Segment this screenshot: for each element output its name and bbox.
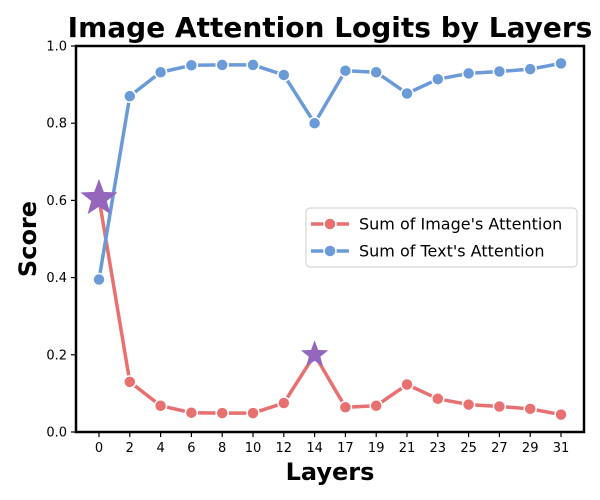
legend-label-sum-of-image-s-attention: Sum of Image's Attention [359, 215, 562, 234]
legend-marker-sum-of-text-s-attention [323, 244, 337, 258]
data-point-sum-of-text-s-attention [461, 66, 476, 81]
data-point-sum-of-image-s-attention [431, 392, 445, 406]
data-point-sum-of-text-s-attention [184, 58, 199, 73]
x-tick-label: 23 [430, 441, 447, 456]
data-point-sum-of-text-s-attention [554, 56, 568, 71]
legend-box [305, 207, 578, 268]
x-tick-label: 17 [337, 441, 354, 456]
y-tick-label: 0.6 [46, 194, 67, 209]
data-point-sum-of-image-s-attention [554, 407, 568, 422]
data-point-sum-of-text-s-attention [215, 58, 229, 72]
data-point-sum-of-text-s-attention [277, 68, 291, 82]
data-point-sum-of-text-s-attention [431, 72, 445, 86]
data-point-sum-of-image-s-attention [184, 405, 199, 420]
data-point-sum-of-text-s-attention [400, 86, 414, 101]
x-tick-label: 4 [156, 441, 164, 456]
data-point-sum-of-image-s-attention [246, 406, 260, 420]
chart-title: Image Attention Logits by Layers [68, 11, 593, 44]
data-point-sum-of-image-s-attention [153, 399, 168, 413]
x-tick-label: 2 [126, 441, 134, 456]
data-point-sum-of-text-s-attention [153, 65, 168, 79]
x-tick-label: 21 [399, 441, 416, 456]
data-point-sum-of-text-s-attention [338, 63, 353, 78]
data-point-sum-of-text-s-attention [307, 116, 322, 130]
x-tick-label: 10 [245, 441, 262, 456]
x-tick-label: 6 [187, 441, 195, 456]
y-tick-label: 0.2 [46, 348, 67, 363]
x-tick-label: 14 [306, 441, 323, 456]
plot-area [74, 44, 586, 434]
x-tick-label: 27 [491, 441, 508, 456]
x-tick-label: 12 [276, 441, 293, 456]
series-line-sum-of-text-s-attention [97, 61, 563, 282]
y-tick-label: 0.8 [46, 117, 67, 132]
data-point-sum-of-text-s-attention [123, 89, 137, 103]
x-tick-label: 25 [460, 441, 477, 456]
data-point-sum-of-text-s-attention [92, 272, 106, 287]
x-tick-label: 29 [522, 441, 539, 456]
data-point-sum-of-text-s-attention [369, 65, 383, 79]
data-point-sum-of-image-s-attention [461, 397, 476, 412]
data-point-sum-of-text-s-attention [523, 62, 537, 76]
x-tick-label: 8 [218, 441, 226, 456]
y-tick-label: 0.0 [46, 426, 67, 441]
legend-label-sum-of-text-s-attention: Sum of Text's Attention [359, 242, 545, 261]
data-point-sum-of-image-s-attention [492, 399, 507, 414]
x-tick-label: 31 [553, 441, 570, 456]
x-tick-label: 0 [95, 441, 103, 456]
y-axis-label: Score [14, 201, 42, 277]
data-point-sum-of-text-s-attention [492, 64, 507, 79]
x-tick-label: 19 [368, 441, 385, 456]
highlight-star [300, 340, 329, 367]
data-point-sum-of-image-s-attention [400, 377, 414, 392]
data-point-sum-of-image-s-attention [338, 400, 353, 415]
x-axis-label: Layers [286, 458, 375, 486]
data-point-sum-of-image-s-attention [369, 399, 383, 413]
y-tick-label: 1.0 [46, 40, 67, 55]
data-point-sum-of-image-s-attention [277, 396, 291, 410]
y-tick-label: 0.4 [46, 271, 67, 286]
legend-marker-sum-of-image-s-attention [323, 217, 337, 231]
highlight-star [80, 179, 118, 215]
data-point-sum-of-image-s-attention [523, 402, 537, 416]
data-point-sum-of-image-s-attention [123, 375, 137, 389]
legend: Sum of Image's Attention Sum of Text's At… [305, 207, 578, 268]
series-line-sum-of-image-s-attention [97, 196, 563, 417]
data-point-sum-of-text-s-attention [246, 58, 260, 72]
series-sum-of-text-s-attention [92, 56, 568, 287]
data-point-sum-of-image-s-attention [215, 406, 229, 420]
